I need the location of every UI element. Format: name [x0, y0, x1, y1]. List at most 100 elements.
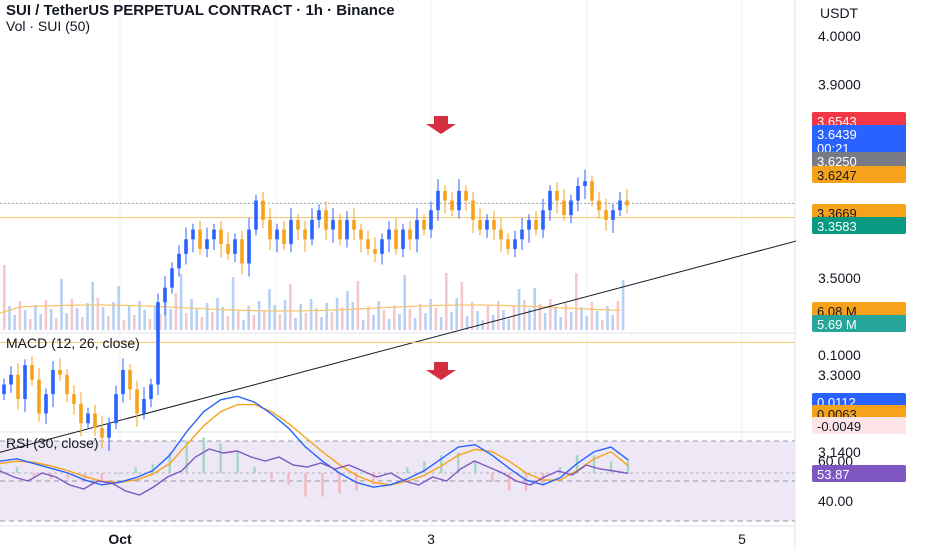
volume-bar [211, 312, 214, 330]
candle-body [443, 190, 447, 201]
macd-histogram-bar [253, 467, 256, 473]
macd-histogram-bar [202, 437, 205, 473]
candle-body [254, 200, 258, 230]
volume-bar [372, 315, 375, 330]
macd-histogram-bar [151, 464, 154, 473]
rsi-line [0, 448, 629, 496]
volume-bar [398, 314, 401, 330]
time-axis[interactable]: Oct3579 [108, 531, 932, 547]
candle-body [93, 413, 97, 429]
volume-bar [86, 303, 89, 330]
macd-histogram-bar [134, 467, 137, 473]
volume-bar [460, 282, 464, 330]
volume-bar [148, 319, 152, 330]
volume-bar [309, 299, 313, 330]
annotations [426, 116, 456, 380]
volume-bar [49, 309, 53, 330]
candle-body [135, 389, 139, 414]
volume-bar [200, 317, 204, 330]
volume-bar [497, 301, 500, 330]
candle-body [345, 219, 349, 240]
macd-peak-arrow [426, 362, 456, 380]
macd-histogram-bar [372, 473, 375, 485]
macd-histogram-bar [558, 467, 562, 473]
candle-body [303, 229, 307, 240]
volume-bar [112, 302, 115, 330]
volume-bar [294, 318, 297, 330]
volume-bar [195, 308, 198, 330]
volume-bar [60, 279, 63, 330]
candle-body [289, 219, 293, 245]
volume-bar [413, 318, 417, 330]
histogram-badge: -0.0049 [817, 419, 861, 434]
volume-bar [205, 303, 209, 330]
volume-bar [18, 301, 22, 330]
trend-line [0, 204, 932, 453]
candle-body [520, 229, 524, 240]
volume-bar [325, 303, 328, 330]
volume-bar [606, 306, 609, 330]
candle-body [464, 190, 468, 201]
volume-bar [179, 274, 183, 330]
chart-title: SUI / TetherUS PERPETUAL CONTRACT · 1h ·… [6, 2, 395, 19]
macd-histogram-bar [304, 473, 307, 497]
candle-body [366, 239, 370, 249]
candle-body [2, 384, 6, 395]
volume-bar [237, 311, 240, 330]
volume-bar [549, 299, 552, 330]
volume-bar [138, 301, 141, 330]
volume-bar [304, 313, 308, 330]
candle-body [156, 302, 160, 385]
candle-body [324, 210, 328, 230]
volume-bar [70, 299, 74, 330]
volume-bar [268, 289, 271, 330]
volume-bar [486, 306, 490, 330]
volume-bar [133, 315, 136, 330]
candle-body [450, 200, 454, 211]
volume-bar [361, 320, 365, 330]
macd-histogram-bar [541, 473, 545, 485]
rsi-pane [0, 448, 629, 496]
candle-body [387, 229, 391, 240]
candle-body [408, 229, 412, 240]
macd-histogram-bar [287, 473, 290, 485]
chart-lines [0, 202, 932, 453]
volume-bar [96, 298, 100, 330]
volume-bar [107, 316, 110, 330]
candle-body [422, 219, 426, 230]
volume-bar [23, 310, 27, 330]
volume-bar [231, 277, 235, 330]
candle-body [527, 219, 531, 230]
macd-histogram-bar [626, 458, 630, 473]
macd-histogram-bar [117, 473, 121, 474]
price-axis[interactable]: 4.00003.90003.80003.50003.40003.30003.22… [796, 0, 932, 550]
volume-bar [621, 280, 625, 330]
candle-body [261, 200, 265, 220]
volume-bar [263, 310, 266, 330]
candle-body [415, 219, 419, 240]
volume-bar [283, 300, 287, 330]
macd-tick-label: 0.1000 [818, 347, 861, 363]
candle-body [394, 229, 398, 249]
candle-body [30, 365, 34, 380]
price-badge: 3.3583 [817, 219, 857, 234]
volume-bar [247, 306, 250, 330]
price-badge: 3.6439 [817, 127, 857, 142]
price-tick-label: 4.0000 [818, 28, 861, 44]
candle-body [352, 219, 356, 230]
volume-bar [408, 309, 412, 330]
volume-bar [367, 306, 370, 330]
volume-bar [159, 314, 162, 330]
volume-bar [242, 320, 245, 330]
currency-label[interactable]: USDT [820, 5, 859, 21]
rsi-badge: 53.87 [817, 467, 850, 482]
price-axis-background [796, 0, 932, 550]
candle-body [198, 229, 202, 249]
candle-body [23, 365, 27, 399]
time-tick-label: Oct [108, 531, 132, 547]
volume-bar [55, 318, 58, 330]
volume-bar [502, 310, 505, 330]
candle-body [163, 287, 167, 303]
candle-body [72, 394, 76, 404]
